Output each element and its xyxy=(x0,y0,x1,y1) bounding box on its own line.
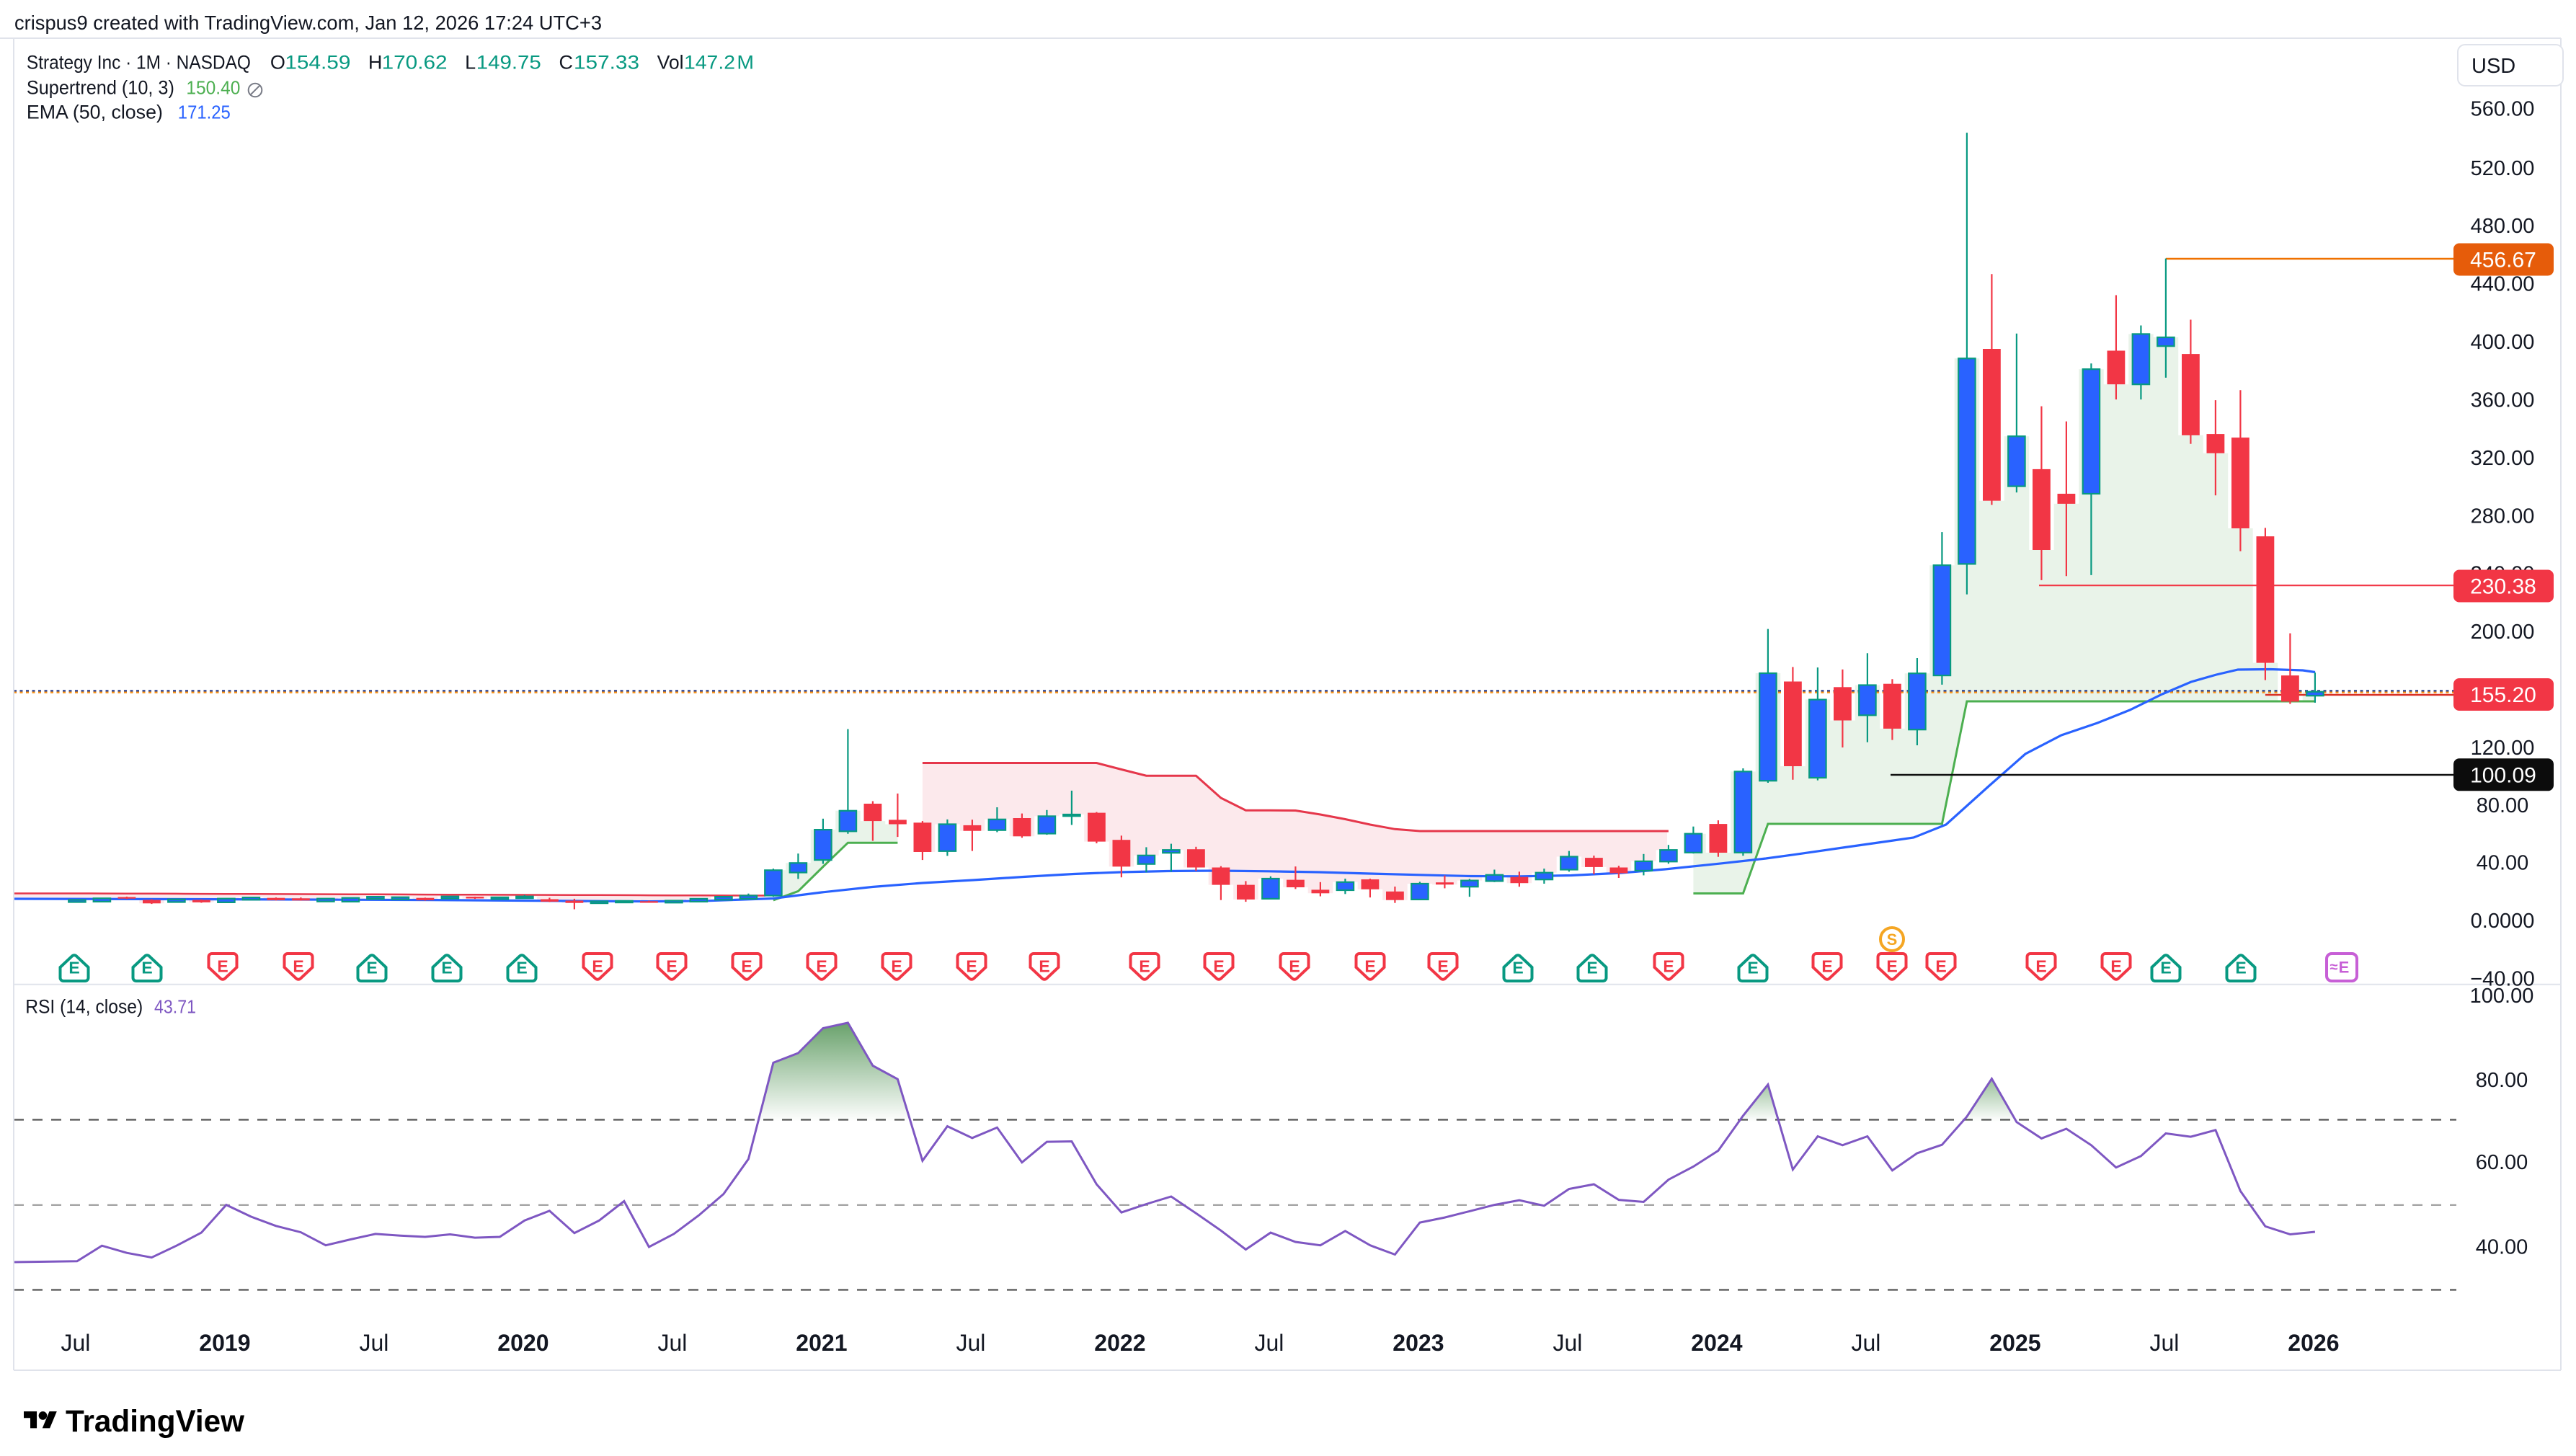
svg-text:E: E xyxy=(1364,957,1375,976)
svg-text:2020: 2020 xyxy=(497,1330,548,1356)
svg-text:RSI (14, close): RSI (14, close) xyxy=(25,996,143,1018)
svg-text:EMA (50, close): EMA (50, close) xyxy=(27,102,163,123)
svg-text:E: E xyxy=(293,957,303,976)
svg-text:149.75: 149.75 xyxy=(476,52,541,74)
svg-text:E: E xyxy=(1935,957,1946,976)
svg-text:456.67: 456.67 xyxy=(2470,249,2536,272)
svg-text:Jul: Jul xyxy=(61,1330,90,1356)
svg-text:480.00: 480.00 xyxy=(2471,215,2535,238)
svg-text:40.00: 40.00 xyxy=(2477,851,2529,874)
svg-text:154.59: 154.59 xyxy=(285,52,350,74)
svg-text:560.00: 560.00 xyxy=(2471,98,2535,121)
svg-text:H: H xyxy=(368,52,383,74)
svg-text:E: E xyxy=(2110,957,2121,976)
svg-text:Strategy Inc · 1M · NASDAQ: Strategy Inc · 1M · NASDAQ xyxy=(27,52,251,74)
svg-text:E: E xyxy=(2160,959,2171,977)
svg-text:E: E xyxy=(1747,959,1758,977)
svg-text:E: E xyxy=(741,957,752,976)
svg-text:280.00: 280.00 xyxy=(2471,505,2535,528)
svg-text:E: E xyxy=(1821,957,1832,976)
svg-text:400.00: 400.00 xyxy=(2471,331,2535,354)
svg-text:120.00: 120.00 xyxy=(2471,737,2535,760)
svg-text:440.00: 440.00 xyxy=(2471,273,2535,296)
svg-text:0.0000: 0.0000 xyxy=(2471,910,2535,933)
svg-text:L: L xyxy=(465,52,476,74)
svg-text:E: E xyxy=(966,957,977,976)
svg-text:E: E xyxy=(441,959,452,977)
svg-text:100.00: 100.00 xyxy=(2470,985,2534,1008)
svg-text:Jul: Jul xyxy=(1851,1330,1880,1356)
svg-text:2021: 2021 xyxy=(796,1330,847,1356)
svg-text:E: E xyxy=(1437,957,1448,976)
svg-text:E: E xyxy=(217,957,228,976)
svg-text:E: E xyxy=(1039,957,1049,976)
svg-text:O: O xyxy=(270,52,285,74)
svg-text:E: E xyxy=(1886,957,1897,976)
svg-text:360.00: 360.00 xyxy=(2471,389,2535,412)
svg-text:320.00: 320.00 xyxy=(2471,447,2535,470)
svg-text:171.25: 171.25 xyxy=(178,102,231,123)
svg-text:Jul: Jul xyxy=(2149,1330,2179,1356)
svg-text:E: E xyxy=(2235,959,2246,977)
svg-text:E: E xyxy=(516,959,527,977)
svg-text:100.09: 100.09 xyxy=(2470,763,2536,787)
svg-text:40.00: 40.00 xyxy=(2476,1236,2528,1259)
svg-text:S: S xyxy=(1887,931,1898,949)
svg-text:E: E xyxy=(2339,959,2350,977)
svg-text:E: E xyxy=(666,957,677,976)
svg-text:E: E xyxy=(592,957,603,976)
svg-text:E: E xyxy=(816,957,827,976)
svg-text:E: E xyxy=(1213,957,1224,976)
svg-text:Jul: Jul xyxy=(956,1330,985,1356)
svg-text:80.00: 80.00 xyxy=(2476,1069,2528,1092)
svg-text:60.00: 60.00 xyxy=(2476,1151,2528,1174)
svg-text:80.00: 80.00 xyxy=(2477,794,2529,817)
svg-text:2023: 2023 xyxy=(1393,1330,1444,1356)
svg-text:E: E xyxy=(1512,959,1523,977)
svg-text:43.71: 43.71 xyxy=(154,996,196,1018)
svg-text:200.00: 200.00 xyxy=(2471,621,2535,644)
svg-text:E: E xyxy=(141,959,152,977)
svg-text:520.00: 520.00 xyxy=(2471,157,2535,180)
svg-text:2019: 2019 xyxy=(199,1330,250,1356)
svg-text:2024: 2024 xyxy=(1691,1330,1742,1356)
svg-text:Supertrend (10, 3): Supertrend (10, 3) xyxy=(27,76,174,98)
svg-text:Jul: Jul xyxy=(359,1330,388,1356)
svg-text:crispus9 created with TradingV: crispus9 created with TradingView.com, J… xyxy=(14,12,602,34)
svg-text:155.20: 155.20 xyxy=(2470,683,2536,707)
svg-text:2022: 2022 xyxy=(1094,1330,1145,1356)
svg-text:230.38: 230.38 xyxy=(2470,575,2536,599)
svg-text:E: E xyxy=(1139,957,1150,976)
svg-text:E: E xyxy=(891,957,902,976)
svg-text:≈: ≈ xyxy=(2330,959,2338,975)
svg-text:C: C xyxy=(559,52,574,74)
svg-text:TradingView: TradingView xyxy=(66,1404,245,1439)
svg-text:Jul: Jul xyxy=(1254,1330,1284,1356)
svg-text:Jul: Jul xyxy=(1553,1330,1582,1356)
svg-text:157.33: 157.33 xyxy=(574,52,639,74)
svg-text:USD: USD xyxy=(2471,55,2515,78)
svg-text:170.62: 170.62 xyxy=(382,52,448,74)
svg-text:E: E xyxy=(2035,957,2046,976)
svg-text:2026: 2026 xyxy=(2288,1330,2339,1356)
svg-text:E: E xyxy=(1586,959,1597,977)
svg-text:Jul: Jul xyxy=(657,1330,687,1356)
svg-text:E: E xyxy=(68,959,79,977)
svg-text:E: E xyxy=(1289,957,1300,976)
svg-text:147.2 M: 147.2 M xyxy=(684,52,754,74)
svg-text:2025: 2025 xyxy=(1989,1330,2040,1356)
svg-text:Vol: Vol xyxy=(657,52,684,74)
svg-text:E: E xyxy=(366,959,377,977)
svg-text:150.40: 150.40 xyxy=(186,76,240,98)
svg-text:E: E xyxy=(1663,957,1674,976)
svg-text:−40.00: −40.00 xyxy=(2470,967,2535,990)
